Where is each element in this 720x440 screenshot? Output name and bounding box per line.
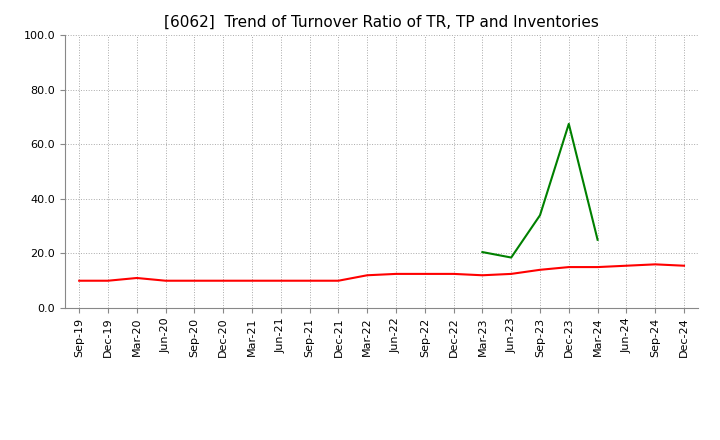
Inventories [478,249,487,255]
Inventories [593,237,602,242]
Line: Inventories: Inventories [482,124,598,257]
Trade Receivables [536,267,544,272]
Trade Receivables [305,278,314,283]
Trade Receivables [334,278,343,283]
Inventories [536,213,544,218]
Trade Receivables [363,273,372,278]
Trade Receivables [651,262,660,267]
Inventories [564,121,573,127]
Trade Receivables [161,278,170,283]
Trade Receivables [680,263,688,268]
Trade Receivables [622,263,631,268]
Trade Receivables [248,278,256,283]
Trade Receivables [219,278,228,283]
Trade Receivables [593,264,602,270]
Trade Receivables [276,278,285,283]
Trade Receivables [420,271,429,276]
Title: [6062]  Trend of Turnover Ratio of TR, TP and Inventories: [6062] Trend of Turnover Ratio of TR, TP… [164,15,599,30]
Trade Receivables [478,273,487,278]
Trade Receivables [449,271,458,276]
Line: Trade Receivables: Trade Receivables [79,264,684,281]
Trade Receivables [507,271,516,276]
Trade Receivables [392,271,400,276]
Trade Receivables [132,275,141,281]
Trade Receivables [564,264,573,270]
Trade Receivables [75,278,84,283]
Trade Receivables [104,278,112,283]
Trade Receivables [190,278,199,283]
Inventories [507,255,516,260]
